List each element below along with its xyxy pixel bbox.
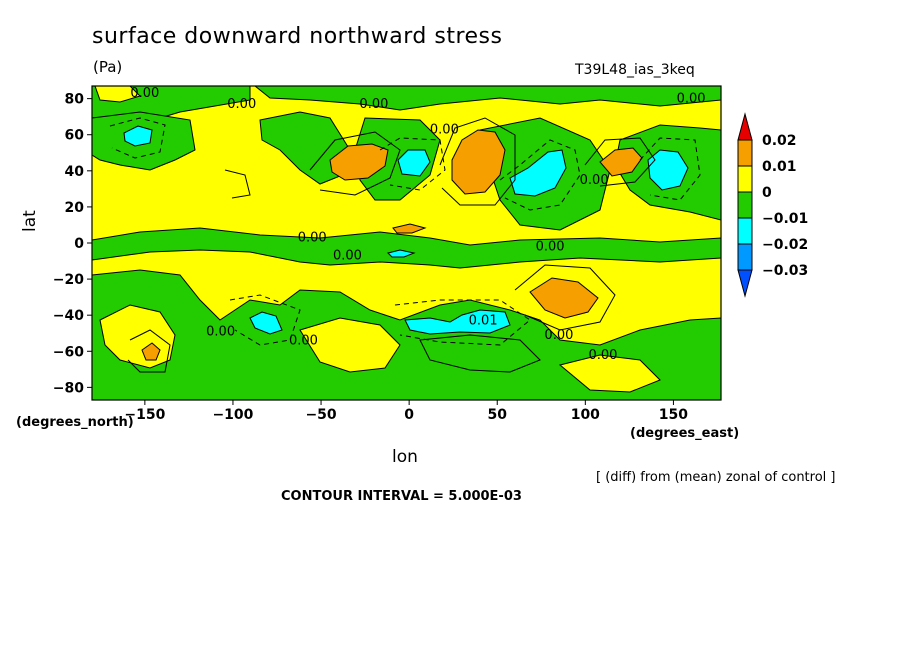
x-axis-ticks: −150 −100 −50 0 50 100 150	[124, 400, 688, 423]
cyan-region-equator	[387, 249, 416, 258]
x-tick-label: 50	[487, 407, 507, 423]
colorbar-segment	[737, 191, 753, 219]
contour-labels: 0.00 0.00 0.00 0.00 0.00 0.00 0.00 0.00 0.00 0.01…	[130, 86, 705, 363]
chart-units: (Pa)	[93, 58, 123, 76]
colorbar-segment	[737, 139, 753, 167]
x-axis-unit: (degrees_east)	[630, 426, 740, 441]
x-axis-label: lon	[392, 447, 418, 467]
contour-label: 0.00	[333, 249, 362, 264]
cyan-region-nw	[123, 125, 153, 147]
contour-label: 0.00	[289, 333, 318, 348]
colorbar-segment	[737, 165, 753, 193]
contour-label: 0.00	[677, 92, 706, 107]
colorbar-segment	[737, 243, 753, 271]
yellow-island-south	[299, 317, 401, 373]
contour-label: 0.00	[536, 240, 565, 255]
y-tick-label: −20	[53, 272, 84, 288]
y-tick-label: 80	[65, 92, 85, 108]
orange-region-europe	[451, 129, 506, 195]
contour-label: 0.00	[588, 348, 617, 363]
green-region-north-strip	[254, 86, 721, 111]
colorbar-level-label: −0.03	[762, 263, 808, 279]
contour-label: 0.00	[359, 97, 388, 112]
green-region-south-indian	[419, 334, 541, 373]
x-tick-label: −100	[212, 407, 253, 423]
colorbar-level-label: 0	[762, 185, 772, 201]
orange-region-north-atlantic	[329, 143, 389, 181]
green-region-north-center	[259, 111, 351, 185]
contour-interval: CONTOUR INTERVAL = 5.000E-03	[281, 489, 522, 504]
y-axis-label: lat	[20, 210, 40, 232]
contour-label: 0.00	[130, 86, 159, 101]
y-tick-label: 20	[65, 200, 85, 216]
contour-label: 0.00	[206, 324, 235, 339]
positive-contour-lines	[127, 117, 656, 373]
colorbar-top-triangle	[737, 112, 753, 141]
colorbar-bottom-triangle	[737, 269, 753, 298]
x-tick-label: 100	[571, 407, 600, 423]
green-region-equatorial	[92, 227, 721, 269]
colorbar-level-label: 0.01	[762, 159, 797, 175]
y-tick-label: 40	[65, 164, 85, 180]
colorbar-level-label: −0.02	[762, 237, 808, 253]
cyan-region-pacific	[647, 149, 689, 191]
y-tick-label: 0	[74, 236, 84, 252]
colorbar-level-label: 0.02	[762, 133, 797, 149]
chart-title: surface downward northward stress	[92, 24, 503, 49]
colorbar-level-label: −0.01	[762, 211, 808, 227]
cyan-region-asia	[509, 149, 567, 197]
y-axis-ticks: 80 60 40 20 0 −20 −40 −60 −80	[53, 92, 92, 396]
colorbar-segment	[737, 217, 753, 245]
contour-field	[92, 86, 721, 400]
contour-label: 0.00	[580, 173, 609, 188]
negative-contour-lines	[109, 117, 701, 346]
y-tick-label: −60	[53, 344, 84, 360]
x-tick-label: 0	[404, 407, 414, 423]
contour-label: 0.01	[469, 314, 498, 329]
positive-regions	[141, 129, 643, 361]
orange-region-equator	[392, 223, 427, 234]
negative-regions	[123, 125, 689, 335]
y-tick-label: −40	[53, 308, 84, 324]
x-tick-label: −150	[124, 407, 165, 423]
cyan-region-atlantic	[397, 149, 431, 177]
cyan-region-south-america	[249, 311, 283, 335]
contour-label: 0.00	[430, 122, 459, 137]
cyan-region-south-atlantic	[404, 309, 511, 335]
contour-label: 0.00	[544, 328, 573, 343]
colorbar: 0.02 0.01 0 −0.01 −0.02 −0.03	[737, 112, 808, 298]
orange-region-south-pacific	[141, 342, 161, 361]
x-tick-label: −50	[305, 407, 336, 423]
run-label: T39L48_ias_3keq	[575, 62, 695, 78]
y-tick-label: 60	[65, 128, 85, 144]
y-tick-label: −80	[53, 380, 84, 396]
difference-note: [ (diff) from (mean) zonal of control ]	[596, 470, 836, 485]
yellow-island-north	[94, 86, 141, 103]
y-axis-unit: (degrees_north)	[16, 415, 134, 430]
x-tick-label: 150	[659, 407, 688, 423]
orange-region-india	[529, 277, 599, 319]
contour-label: 0.00	[298, 231, 327, 246]
contour-label: 0.00	[227, 97, 256, 112]
yellow-island-south-east	[558, 354, 661, 393]
